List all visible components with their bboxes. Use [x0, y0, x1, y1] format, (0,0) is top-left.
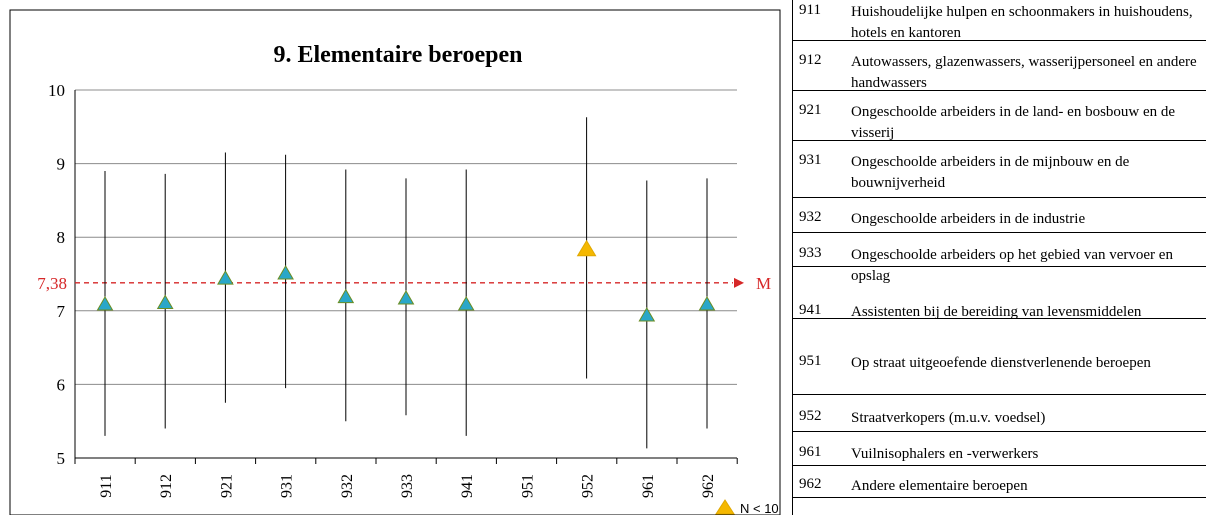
row-separator: [793, 318, 1206, 319]
x-tick-label-932: 932: [339, 474, 356, 498]
x-tick-label-911: 911: [98, 474, 115, 497]
occupation-code: 962: [799, 476, 822, 492]
y-tick-label-5: 5: [57, 449, 66, 468]
occupation-code: 941: [799, 302, 822, 318]
data-point-912: [156, 294, 174, 309]
reference-value-label: 7,38: [37, 274, 67, 293]
occupation-code: 933: [799, 245, 822, 261]
occupation-code: 932: [799, 209, 822, 225]
occupation-code: 912: [799, 52, 822, 68]
occupation-code: 911: [799, 2, 821, 18]
x-tick-label-952: 952: [580, 474, 597, 498]
occupation-description: Huishoudelijke hulpen en schoonmakers in…: [851, 4, 1193, 41]
reference-name-label: M: [756, 274, 771, 293]
data-point-931: [277, 265, 294, 280]
occupation-code: 961: [799, 444, 822, 460]
occupation-description: Ongeschoolde arbeiders in de land- en bo…: [851, 104, 1176, 141]
data-point-962: [698, 295, 716, 311]
occupation-description: Vuilnisophalers en -verwerkers: [851, 446, 1039, 462]
row-separator: [793, 232, 1206, 233]
row-separator: [793, 497, 1206, 498]
occupation-description: Op straat uitgeoefende dienstverlenende …: [851, 355, 1151, 371]
data-point-932: [337, 288, 355, 304]
x-tick-label-951: 951: [519, 474, 536, 498]
data-points: [96, 239, 716, 322]
chart: 5 6 7 8 9 10 7,38 M 911 912 921 931 932 933 941 951 95…: [9, 9, 781, 515]
data-point-933: [397, 290, 415, 305]
data-point-911: [96, 295, 114, 311]
legend-small-n-icon: [715, 499, 735, 515]
data-point-952: [576, 239, 597, 257]
occupation-description: Assistenten bij de bereiding van levensm…: [851, 304, 1142, 320]
y-tick-label-7: 7: [57, 302, 66, 321]
y-tick-label-6: 6: [57, 375, 66, 394]
reference-line-group: 7,38 M: [37, 274, 771, 293]
x-tick-label-941: 941: [459, 474, 476, 498]
row-separator: [793, 140, 1206, 141]
occupation-description: Ongeschoolde arbeiders in de industrie: [851, 211, 1086, 227]
occupation-description: Ongeschoolde arbeiders in de mijnbouw en…: [851, 154, 1130, 191]
occupation-table: 911 Huishoudelijke hulpen en schoonmakers…: [792, 0, 1206, 515]
x-tick-label-933: 933: [399, 474, 416, 498]
y-tick-label-10: 10: [48, 81, 65, 100]
data-point-961: [638, 306, 656, 322]
row-separator: [793, 266, 1206, 267]
x-tick-label-931: 931: [279, 474, 296, 498]
occupation-code: 921: [799, 102, 822, 118]
occupation-code: 951: [799, 353, 822, 369]
row-separator: [793, 431, 1206, 432]
y-tick-labels: 5 6 7 8 9 10: [48, 81, 66, 468]
row-separator: [793, 465, 1206, 466]
y-tick-label-8: 8: [57, 228, 66, 247]
reference-arrow-icon: [734, 277, 744, 288]
data-point-921: [217, 270, 234, 285]
row-separator: [793, 40, 1206, 41]
x-tick-labels: 911 912 921 931 932 933 941 951 952 961 962: [74, 458, 738, 498]
occupation-code: 931: [799, 152, 822, 168]
occupation-description: Straatverkopers (m.u.v. voedsel): [851, 410, 1046, 426]
occupation-code: 952: [799, 408, 822, 424]
occupation-description: Andere elementaire beroepen: [851, 478, 1028, 494]
occupation-description: Ongeschoolde arbeiders op het gebied van…: [851, 247, 1173, 284]
chart-border: [9, 9, 781, 515]
x-tick-label-962: 962: [700, 474, 717, 498]
occupation-description: Autowassers, glazenwassers, wasserijpers…: [851, 54, 1197, 91]
chart-title: 9. Elementaire beroepen: [273, 42, 522, 68]
data-point-941: [457, 295, 475, 311]
row-separator: [793, 394, 1206, 395]
legend-small-n-label: N < 10: [740, 501, 779, 515]
x-tick-label-961: 961: [640, 474, 657, 498]
row-separator: [793, 197, 1206, 198]
legend: N < 10: [715, 499, 779, 515]
y-tick-label-9: 9: [57, 155, 66, 174]
row-separator: [793, 90, 1206, 91]
x-tick-label-921: 921: [218, 474, 235, 498]
x-tick-label-912: 912: [158, 474, 175, 498]
